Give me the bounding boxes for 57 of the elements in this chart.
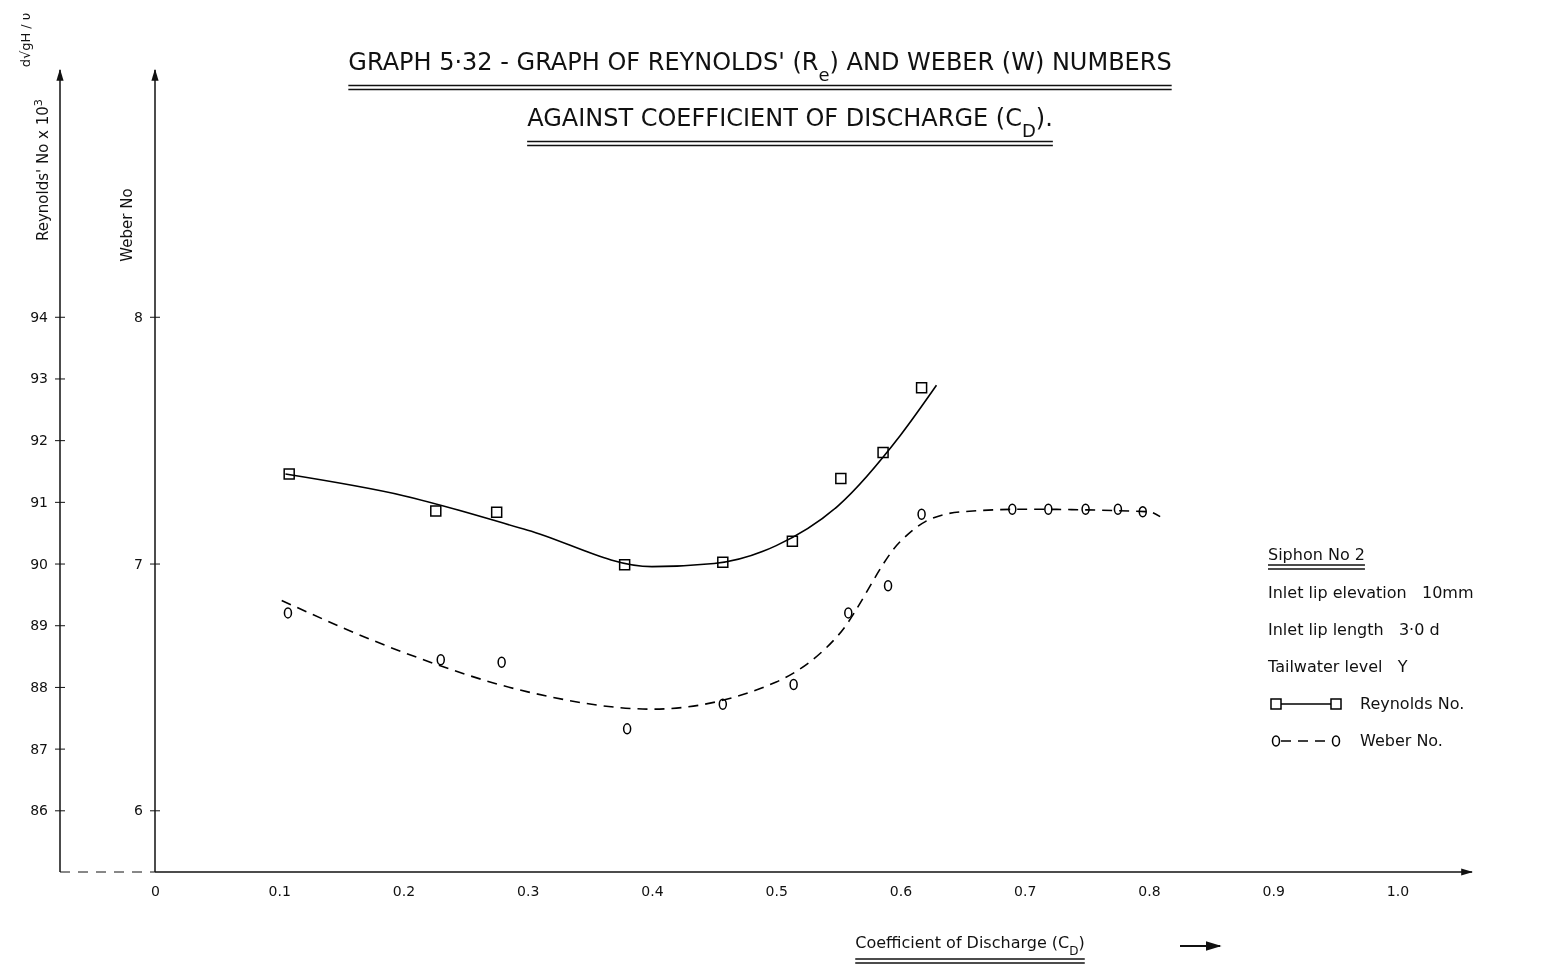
text: AGAINST COEFFICIENT OF DISCHARGE (C$_{D}$).: [527, 104, 1053, 141]
point: [1044, 503, 1053, 515]
y-tick-label: 86: [30, 802, 49, 819]
x-tick-label: 0.8: [1138, 882, 1161, 899]
y2-axis-title: Weber No: [118, 188, 136, 262]
x-tick-label: 0.1: [268, 882, 291, 899]
point: [917, 508, 926, 520]
y-tick-label: 88: [30, 678, 48, 695]
x-axis-title: Coefficient of Discharge (C$_{D}$): [855, 933, 1085, 958]
y-tick-label: 92: [30, 432, 48, 449]
point: [283, 468, 295, 480]
y2-tick-label: 6: [134, 802, 144, 819]
point: [717, 556, 729, 569]
annotation: Inlet lip length 3·0 d: [1268, 620, 1440, 639]
chart-title: GRAPH 5·32 - GRAPH OF REYNOLDS' (R$_{e}$) AND WEBER (W) NUMBERS: [348, 48, 1172, 85]
point: [844, 607, 853, 619]
point: [835, 472, 847, 485]
y-tick-label: 87: [30, 740, 48, 757]
point: [786, 535, 799, 548]
x-tick-label: 0.9: [1262, 882, 1285, 899]
annotation: Tailwater level Y: [1267, 657, 1408, 676]
x-tick-label: 0.6: [889, 882, 913, 899]
annotation: Inlet lip elevation 10mm: [1268, 583, 1474, 602]
point: [430, 505, 442, 517]
y-tick-label: 91: [30, 493, 48, 510]
point: [1008, 503, 1017, 515]
point: [618, 559, 631, 571]
point: [497, 656, 506, 668]
point: [622, 723, 632, 735]
x-tick-label: 0.5: [765, 882, 788, 899]
x-tick-label: 0.3: [517, 882, 540, 899]
y-tick-label: 89: [30, 617, 48, 634]
legend-title: Siphon No 2: [1268, 545, 1365, 564]
x-tick-label: 0: [151, 882, 160, 899]
y-tick-label: 90: [30, 555, 48, 572]
point: [915, 381, 928, 394]
x-tick-label: 0.7: [1014, 882, 1037, 899]
y2-tick-label: 8: [134, 308, 143, 325]
legend-label: Weber No.: [1360, 731, 1443, 750]
point: [490, 506, 503, 519]
legend-label: Reynolds No.: [1360, 694, 1465, 713]
y2-tick-label: 7: [134, 555, 143, 572]
point: [436, 654, 446, 666]
y-tick-label: 94: [30, 308, 49, 325]
line-series: [284, 384, 938, 568]
point: [1113, 503, 1123, 515]
x-tick-label: 0.4: [641, 882, 664, 899]
y-tick-label: 93: [30, 370, 48, 387]
point: [1081, 503, 1090, 515]
x-tick-label: 1.0: [1386, 882, 1410, 899]
point: [718, 698, 728, 710]
point: [283, 607, 293, 619]
line-series: [280, 508, 1161, 710]
text: d√gH / υ: [18, 12, 33, 68]
point: [877, 446, 889, 459]
point: [883, 580, 893, 592]
x-tick-label: 0.2: [392, 882, 416, 899]
